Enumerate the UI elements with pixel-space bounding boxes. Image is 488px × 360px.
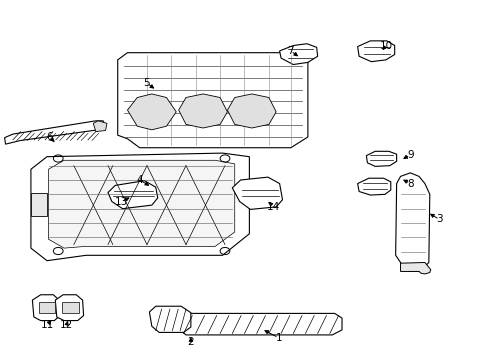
- Text: 5: 5: [143, 78, 150, 88]
- Polygon shape: [48, 160, 234, 248]
- Polygon shape: [31, 153, 249, 261]
- Polygon shape: [178, 94, 227, 128]
- Text: 8: 8: [406, 179, 413, 189]
- Polygon shape: [39, 302, 55, 314]
- Polygon shape: [32, 295, 60, 320]
- Polygon shape: [279, 44, 317, 64]
- Text: 10: 10: [379, 41, 392, 50]
- Text: 9: 9: [406, 150, 413, 160]
- Polygon shape: [108, 181, 158, 209]
- Text: 4: 4: [136, 175, 142, 185]
- Text: 6: 6: [46, 132, 53, 142]
- Polygon shape: [232, 177, 282, 210]
- Polygon shape: [171, 314, 341, 335]
- Polygon shape: [357, 41, 394, 62]
- Polygon shape: [127, 94, 176, 130]
- Text: 1: 1: [275, 333, 282, 343]
- Text: 7: 7: [287, 46, 294, 56]
- Text: 14: 14: [266, 202, 280, 212]
- Text: 13: 13: [115, 197, 128, 207]
- Polygon shape: [400, 262, 430, 274]
- Polygon shape: [93, 121, 107, 132]
- Polygon shape: [149, 306, 190, 332]
- Polygon shape: [31, 193, 47, 216]
- Polygon shape: [55, 295, 83, 320]
- Text: 2: 2: [187, 337, 194, 347]
- Text: 11: 11: [41, 320, 54, 330]
- Polygon shape: [227, 94, 276, 128]
- Polygon shape: [118, 53, 307, 148]
- Polygon shape: [366, 151, 396, 166]
- Text: 12: 12: [60, 320, 73, 330]
- Text: 3: 3: [435, 215, 442, 224]
- Polygon shape: [62, 302, 79, 314]
- Polygon shape: [4, 121, 105, 144]
- Polygon shape: [395, 173, 429, 271]
- Polygon shape: [357, 178, 390, 195]
